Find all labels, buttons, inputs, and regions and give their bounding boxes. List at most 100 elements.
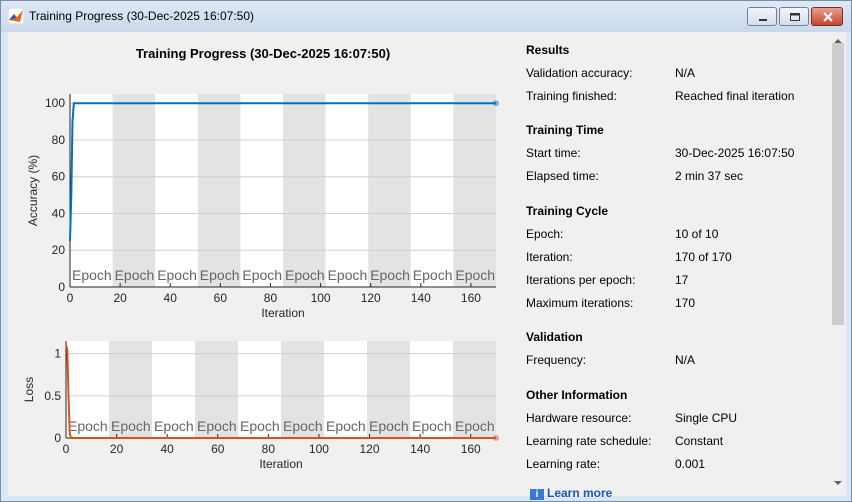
other-information-heading: Other Information [526,388,628,402]
y-tick-label: 0.5 [44,389,61,403]
epoch-label: Epoch [413,267,453,283]
epoch-band [368,94,411,287]
plots-panel: Training Progress (30-Dec-2025 16:07:50)… [8,32,516,496]
x-tick-label: 20 [110,442,124,456]
learning-rate-value: 0.001 [675,457,706,471]
iteration-label: Iteration: [526,250,573,264]
start-time-value: 30-Dec-2025 16:07:50 [675,146,795,160]
plot-title: Training Progress (30-Dec-2025 16:07:50) [136,46,390,61]
x-tick-label: 120 [361,291,381,305]
epoch-band [367,341,410,438]
x-tick-label: 100 [311,291,331,305]
epoch-band [112,94,156,287]
epoch-band [281,341,324,438]
epoch-label: Epoch [328,267,368,283]
scroll-thumb[interactable] [832,43,844,325]
y-tick-label: 80 [52,133,66,147]
epoch-band [197,94,241,287]
series-line [65,344,496,439]
info-panel: Results Validation accuracy: N/A Trainin… [526,32,826,500]
minimize-icon [759,19,767,21]
vertical-scrollbar[interactable] [830,32,846,496]
epoch-label: Epoch [72,267,112,283]
epoch-band [283,94,326,287]
y-axis-label: Loss [22,377,36,402]
iteration-value: 170 of 170 [675,250,732,264]
validation-accuracy-label: Validation accuracy: [526,66,633,80]
epoch-label: Epoch [200,267,240,283]
y-tick-label: 0 [58,280,65,294]
x-tick-label: 0 [67,291,74,305]
x-tick-label: 120 [360,442,380,456]
y-axis-label: Accuracy (%) [26,155,40,226]
info-icon: i [530,489,544,500]
minimize-button[interactable] [747,7,777,26]
matlab-icon [8,8,24,24]
learning-rate-schedule-value: Constant [675,434,724,448]
validation-accuracy-value: N/A [675,66,696,80]
results-heading: Results [526,43,570,57]
training-finished-value: Reached final iteration [675,89,795,103]
scroll-down-arrow-icon[interactable] [833,480,843,486]
client-area: Training Progress (30-Dec-2025 16:07:50)… [8,32,846,500]
y-tick-label: 20 [52,243,66,257]
epoch-band [109,341,152,438]
x-tick-label: 40 [164,291,178,305]
epoch-label: Epoch [68,418,108,434]
title-bar[interactable]: Training Progress (30-Dec-2025 16:07:50) [1,1,851,32]
learning-rate-schedule-label: Learning rate schedule: [526,434,652,448]
epoch-label: Epoch [326,418,366,434]
start-time-label: Start time: [526,146,581,160]
series-end-point [493,435,499,441]
maximum-iterations-label: Maximum iterations: [526,296,634,310]
epoch-label: Epoch [240,418,280,434]
elapsed-time-value: 2 min 37 sec [675,169,744,183]
epoch-label: Epoch [115,267,155,283]
epoch-label: Epoch [369,418,409,434]
scroll-up-arrow-icon[interactable] [833,38,843,44]
x-axis-label: Iteration [259,457,302,471]
x-tick-label: 140 [411,291,431,305]
frequency-label: Frequency: [526,353,587,367]
maximize-button[interactable] [779,7,809,26]
close-icon [823,12,833,22]
epoch-label: Epoch [154,418,194,434]
x-tick-label: 20 [113,291,127,305]
epoch-label: Epoch [412,418,452,434]
epoch-label: Epoch [283,418,323,434]
x-tick-label: 80 [264,291,278,305]
x-tick-label: 60 [214,291,228,305]
x-tick-label: 140 [410,442,430,456]
epoch-band [195,341,238,438]
maximize-icon [790,13,800,21]
x-tick-label: 0 [63,442,70,456]
x-tick-label: 160 [461,442,481,456]
iterations-per-epoch-value: 17 [675,273,689,287]
frequency-value: N/A [675,353,696,367]
epoch-band [453,94,496,287]
epoch-band [453,341,496,438]
training-cycle-heading: Training Cycle [526,204,609,218]
x-tick-label: 60 [211,442,225,456]
x-tick-label: 40 [160,442,174,456]
close-button[interactable] [811,7,843,26]
y-tick-label: 60 [52,170,66,184]
epoch-label: Epoch [285,267,325,283]
learn-more-label: Learn more [547,486,613,500]
epoch-label: Epoch [455,418,495,434]
y-tick-label: 100 [45,96,65,110]
elapsed-time-label: Elapsed time: [526,169,599,183]
y-tick-label: 40 [52,206,66,220]
epoch-label: Epoch [455,267,495,283]
series-end-point [493,100,499,107]
y-tick-label: 0 [54,431,61,445]
epoch-value: 10 of 10 [675,227,719,241]
x-axis-label: Iteration [261,306,304,320]
epoch-label: Epoch [370,267,410,283]
hardware-resource-label: Hardware resource: [526,411,632,425]
y-tick-label: 1 [54,347,61,361]
learn-more-link[interactable]: i Learn more [530,486,612,500]
